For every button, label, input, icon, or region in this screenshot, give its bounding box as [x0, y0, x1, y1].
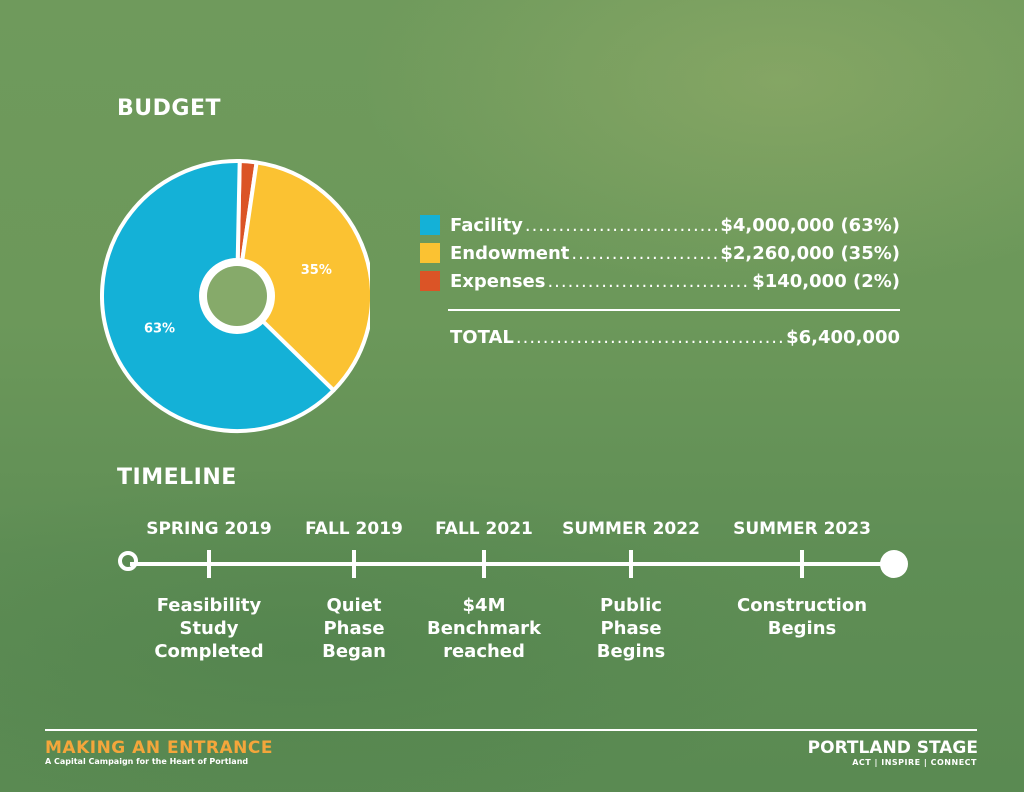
legend-label-expenses: Expenses: [450, 270, 546, 292]
legend-total-row: TOTAL $6,400,000: [420, 323, 900, 351]
legend-row-facility: Facility $4,000,000 (63%): [420, 211, 900, 239]
pie-outline: [100, 159, 370, 433]
legend-row-expenses: Expenses $140,000 (2%): [420, 267, 900, 295]
pie-center-fill: [207, 266, 267, 326]
timeline-event-3: $4M Benchmark reached: [427, 595, 541, 662]
timeline-tick-2: [352, 550, 356, 578]
timeline-tick-5: [800, 550, 804, 578]
legend-swatch-expenses: [420, 271, 440, 291]
timeline-event-5: Construction Begins: [736, 595, 868, 639]
budget-heading: BUDGET: [117, 96, 221, 121]
legend-value-facility: $4,000,000 (63%): [720, 214, 900, 236]
timeline-date-3: FALL 2021: [435, 519, 533, 539]
timeline-tick-4: [629, 550, 633, 578]
legend-swatch-endowment: [420, 243, 440, 263]
timeline-start-marker: [118, 551, 138, 571]
timeline-line: [130, 562, 895, 566]
timeline-heading: TIMELINE: [117, 465, 237, 490]
timeline-date-2: FALL 2019: [305, 519, 403, 539]
brand-tagline: ACT | INSPIRE | CONNECT: [852, 758, 977, 767]
legend-label-endowment: Endowment: [450, 242, 570, 264]
timeline-event-1: Feasibility Study Completed: [154, 595, 264, 662]
legend-value-endowment: $2,260,000 (35%): [720, 242, 900, 264]
legend-swatch-facility: [420, 215, 440, 235]
timeline-date-1: SPRING 2019: [146, 519, 272, 539]
timeline-event-4: Public Phase Begins: [596, 595, 666, 662]
total-value: $6,400,000: [786, 326, 900, 348]
campaign-title: MAKING AN ENTRANCE: [45, 738, 273, 758]
legend-divider: [448, 309, 900, 311]
timeline-tick-1: [207, 550, 211, 578]
timeline-end-marker: [880, 550, 908, 578]
budget-pie-chart: 2%35%63%: [100, 159, 370, 433]
legend-row-endowment: Endowment $2,260,000 (35%): [420, 239, 900, 267]
legend-label-facility: Facility: [450, 214, 523, 236]
total-label: TOTAL: [450, 326, 514, 348]
timeline-date-4: SUMMER 2022: [562, 519, 700, 539]
campaign-subtitle: A Capital Campaign for the Heart of Port…: [45, 757, 249, 766]
pie-label-endowment: 35%: [301, 263, 332, 278]
timeline-date-5: SUMMER 2023: [733, 519, 871, 539]
timeline-tick-3: [482, 550, 486, 578]
legend-value-expenses: $140,000 (2%): [752, 270, 900, 292]
footer-divider: [45, 729, 977, 731]
timeline-event-2: Quiet Phase Began: [322, 595, 386, 662]
budget-legend: Facility $4,000,000 (63%) Endowment $2,2…: [420, 211, 900, 351]
brand-logo-text: PORTLAND STAGE: [807, 738, 978, 758]
pie-label-facility: 63%: [144, 322, 175, 337]
